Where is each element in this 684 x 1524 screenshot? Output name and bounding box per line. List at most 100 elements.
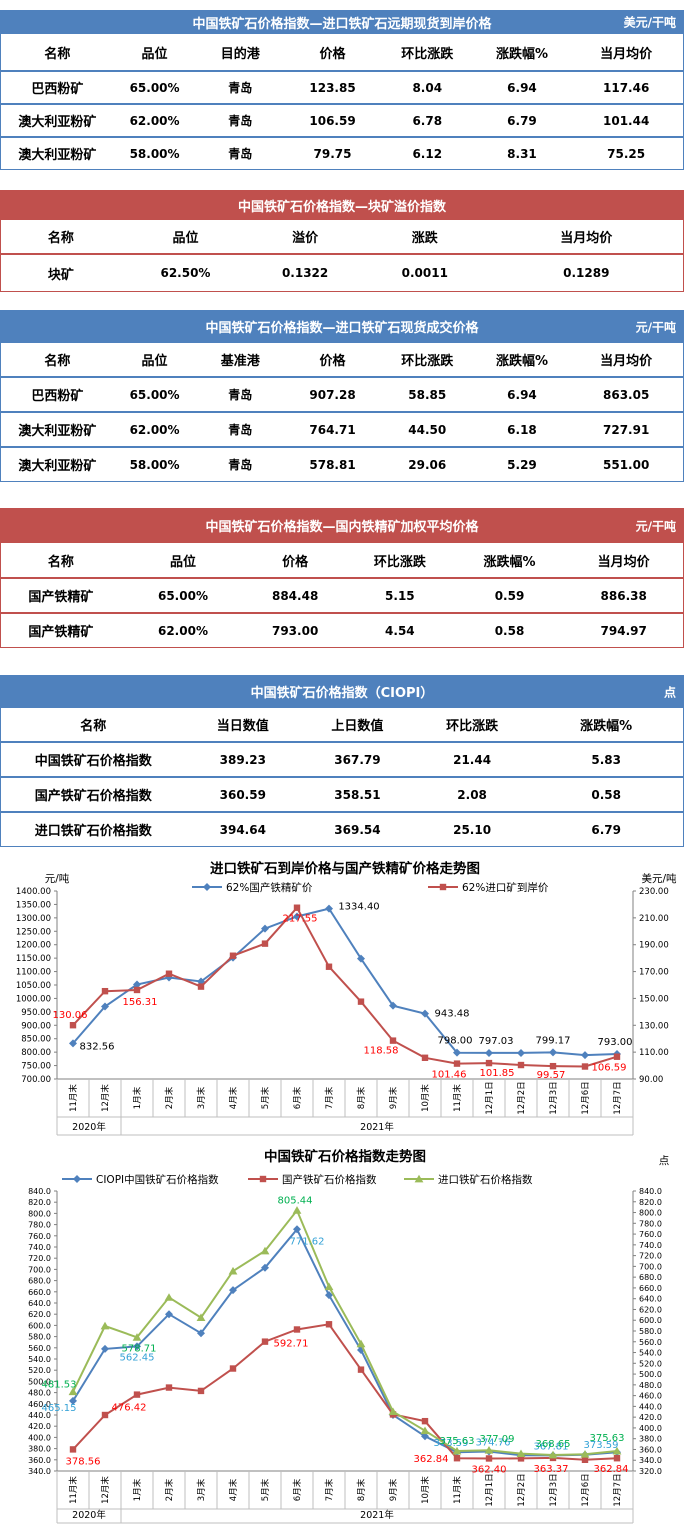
legend-label: 62%国产铁精矿价 [226, 881, 313, 894]
data-point [133, 1391, 141, 1398]
table-row: 国产铁矿石价格指数 360.59 358.51 2.08 0.58 [1, 776, 683, 811]
table-cell: 6.94 [507, 80, 537, 95]
data-point [517, 1455, 525, 1462]
data-point [485, 1048, 493, 1057]
column-header: 环比涨跌 [446, 719, 499, 734]
table-cell: 117.46 [603, 80, 650, 95]
legend-item: CIOPI中国铁矿石价格指数 [62, 1173, 219, 1186]
table-row: 国产铁精矿 65.00% 884.48 5.15 0.59 886.38 [1, 577, 683, 612]
data-point [613, 1053, 621, 1060]
right-tick-label: 700.0 [639, 1262, 662, 1271]
price-table-1: 中国铁矿石价格指数—进口铁矿石远期现货到岸价格 美元/干吨 名称 品位 目的港 价格 环比涨… [0, 10, 684, 170]
table-cell: 6.79 [507, 113, 537, 128]
data-point [133, 986, 141, 994]
table-cell: 358.51 [334, 787, 381, 802]
data-point [101, 987, 109, 995]
table-header-row: 名称 品位 溢价 涨跌 当月均价 [1, 220, 683, 253]
data-point [485, 1455, 493, 1462]
column-header: 涨跌幅% [580, 719, 633, 734]
year-group-label: 2020年 [72, 1121, 106, 1133]
table-body: 名称 当日数值 上日数值 环比涨跌 涨跌幅% 中国铁矿石价格指数 389.23 367.79 2… [0, 708, 684, 847]
table-cell: 106.59 [309, 113, 356, 128]
table-cell: 101.44 [603, 113, 650, 128]
data-point [421, 1432, 429, 1441]
data-point [261, 940, 269, 947]
right-tick-label: 110.00 [639, 1048, 669, 1058]
left-tick-label: 640.0 [28, 1299, 51, 1308]
table-row: 巴西粉矿 65.00% 青岛 123.85 8.04 6.94 117.46 [1, 70, 683, 103]
x-category-label: 3月末 [196, 1086, 207, 1109]
data-point [132, 1333, 142, 1341]
data-point [517, 1061, 525, 1069]
table-cell: 青岛 [228, 423, 253, 437]
table-title-bar: 中国铁矿石价格指数—进口铁矿石现货成交价格 元/干吨 [0, 310, 684, 343]
row-name-cell: 国产铁精矿 [28, 590, 94, 605]
table-cell: 25.10 [453, 822, 492, 837]
data-label: 378.56 [66, 1456, 101, 1467]
data-point [613, 1455, 621, 1462]
table-cell: 369.54 [334, 822, 381, 837]
left-tick-label: 760.0 [28, 1232, 51, 1241]
data-point [101, 1002, 109, 1011]
data-point [101, 1344, 109, 1353]
table-unit-label: 点 [663, 685, 676, 699]
data-label: 130.06 [53, 1010, 88, 1021]
table-cell: 0.58 [591, 787, 621, 802]
table-cell: 21.44 [453, 752, 492, 767]
right-tick-label: 230.00 [639, 887, 669, 897]
series-line [72, 905, 618, 1068]
table-header-row: 名称 品位 价格 环比涨跌 涨跌幅% 当月均价 [1, 543, 683, 577]
data-label: 805.44 [278, 1195, 313, 1206]
data-point [452, 1446, 462, 1455]
series-line [72, 907, 618, 1057]
right-tick-label: 720.0 [639, 1252, 662, 1261]
right-axis-unit: 美元/吨 [641, 872, 677, 885]
left-tick-label: 400.0 [28, 1433, 51, 1442]
data-point [388, 1407, 398, 1416]
legend-label: CIOPI中国铁矿石价格指数 [96, 1173, 219, 1186]
data-point [581, 1456, 589, 1463]
data-point [453, 1455, 461, 1462]
table-cell: 794.97 [600, 623, 647, 638]
data-point [165, 973, 173, 982]
table-cell: 578.81 [309, 457, 356, 472]
table-cell: 886.38 [600, 588, 647, 603]
x-category-label: 12月6日 [581, 1473, 591, 1506]
table-cell: 0.1289 [563, 266, 610, 280]
left-tick-label: 1100.00 [16, 968, 51, 978]
data-label: 832.56 [80, 1041, 115, 1052]
column-header: 上日数值 [331, 719, 384, 734]
column-header: 品位 [172, 231, 199, 246]
data-point [325, 904, 333, 913]
table-body: 名称 品位 目的港 价格 环比涨跌 涨跌幅% 当月均价 巴西粉矿 65.00% 青岛 123.85 8… [0, 34, 684, 170]
price-table-4: 中国铁矿石价格指数—国内铁精矿加权平均价格 元/干吨 名称 品位 价格 环比涨跌 涨跌幅% 当… [0, 508, 684, 648]
data-label: 101.85 [480, 1068, 515, 1079]
data-label: 362.84 [414, 1454, 449, 1465]
left-tick-label: 420.0 [28, 1422, 51, 1431]
x-category-label: 9月末 [388, 1086, 399, 1109]
left-tick-label: 720.0 [28, 1254, 51, 1263]
table-title-bar: 中国铁矿石价格指数—块矿溢价指数 [0, 190, 684, 220]
data-label: 771.62 [290, 1236, 325, 1247]
data-point [357, 954, 365, 963]
table-title-bar: 中国铁矿石价格指数（CIOPI） 点 [0, 675, 684, 708]
data-point [357, 998, 365, 1005]
data-point [549, 1062, 557, 1070]
row-name-cell: 澳大利亚粉矿 [18, 148, 97, 163]
row-name-cell: 巴西粉矿 [31, 82, 84, 97]
data-point [421, 1009, 429, 1018]
data-point [420, 1426, 430, 1435]
year-group-label: 2020年 [72, 1509, 106, 1521]
right-tick-label: 170.00 [639, 968, 669, 978]
legend-marker-diamond [73, 1175, 81, 1183]
table-cell: 58.00% [129, 457, 180, 472]
data-point [100, 1321, 110, 1330]
data-point [421, 1054, 429, 1061]
right-tick-label: 150.00 [639, 994, 669, 1004]
legend-item: 进口铁矿石价格指数 [404, 1173, 533, 1186]
data-label: 375.63 [590, 1433, 625, 1444]
x-category-label: 12月1日 [485, 1081, 495, 1114]
legend-label: 进口铁矿石价格指数 [438, 1173, 533, 1186]
x-category-label: 2月末 [164, 1478, 175, 1501]
